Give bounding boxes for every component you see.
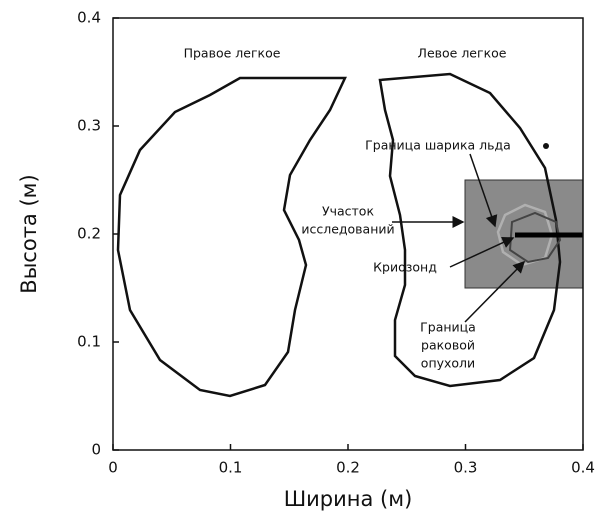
annotation: Правое легкое bbox=[184, 46, 281, 61]
marker-dot bbox=[543, 143, 549, 149]
right-lung-outline bbox=[118, 78, 345, 396]
x-tick-label: 0 bbox=[108, 459, 118, 477]
y-tick-label: 0.3 bbox=[77, 117, 101, 135]
annotation: Участок bbox=[322, 204, 374, 219]
x-tick-label: 0.2 bbox=[336, 459, 360, 477]
x-tick-label: 0.4 bbox=[571, 459, 595, 477]
annotation: исследований bbox=[301, 222, 394, 237]
annotation: Левое легкое bbox=[418, 46, 507, 61]
annotation: Граница bbox=[420, 320, 476, 335]
x-axis-label: Ширина (м) bbox=[284, 487, 413, 511]
figure: 0 0.1 0.2 0.3 0.4 0 0.1 0.2 0.3 0.4 Ширина (м) Вы… bbox=[0, 0, 600, 514]
y-tick-label: 0.4 bbox=[77, 9, 101, 27]
y-axis-label: Высота (м) bbox=[17, 174, 41, 293]
x-tick-label: 0.1 bbox=[219, 459, 243, 477]
y-tick-label: 0.2 bbox=[77, 225, 101, 243]
annotations: Правое легкое Левое легкое Граница шарика … bbox=[184, 46, 511, 371]
y-tick-label: 0 bbox=[91, 441, 101, 459]
annotation: раковой bbox=[421, 338, 475, 353]
annotation: Граница шарика льда bbox=[365, 138, 511, 153]
annotation: опухоли bbox=[421, 356, 475, 371]
annotation: Криозонд bbox=[373, 260, 437, 275]
x-tick-label: 0.3 bbox=[454, 459, 478, 477]
y-tick-label: 0.1 bbox=[77, 333, 101, 351]
